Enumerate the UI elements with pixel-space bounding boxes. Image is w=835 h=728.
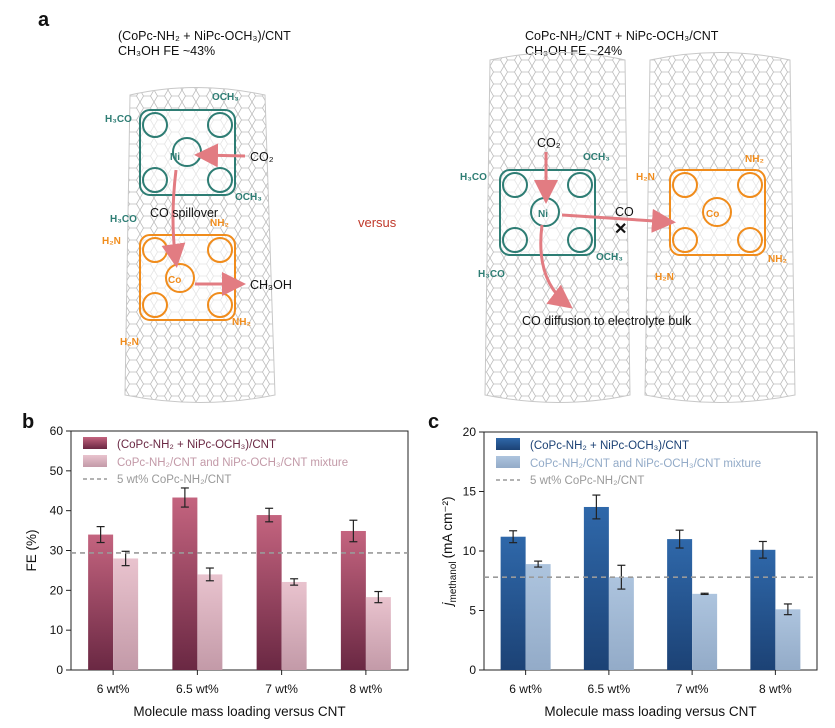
bar-mixture <box>197 574 223 670</box>
h2n-label-right: H₂N <box>636 172 655 183</box>
co2-arrow-left <box>194 143 246 168</box>
bar-hybrid <box>583 506 609 670</box>
bar-hybrid <box>172 497 198 670</box>
legend-reference-label: 5 wt% CoPc-NH₂/CNT <box>117 474 231 486</box>
nh2-label-right: NH₂ <box>745 154 764 165</box>
y-tick-label: 0 <box>469 663 476 677</box>
h3co-label-right: H₃CO <box>460 172 487 183</box>
y-axis-label: jmethanol (mA cm⁻²) <box>440 496 459 607</box>
bar-hybrid <box>88 534 114 670</box>
x-tick-label: 8 wt% <box>759 682 792 696</box>
y-tick-label: 40 <box>50 504 64 518</box>
copc-nh2-molecule-left <box>139 234 236 321</box>
co-diffusion-arrow <box>539 224 573 309</box>
nipc-och3-molecule-left <box>139 109 236 196</box>
x-axis-label: Molecule mass loading versus CNT <box>544 704 756 719</box>
x-tick-label: 8 wt% <box>350 682 383 696</box>
y-tick-label: 30 <box>50 544 64 558</box>
panel-letter-b: b <box>22 411 34 433</box>
bar-mixture <box>608 577 634 670</box>
och3-label-right-2: OCH₃ <box>596 252 623 263</box>
y-tick-label: 10 <box>50 623 64 637</box>
versus-label: versus <box>358 215 397 230</box>
ch3oh-label: CH₃OH <box>250 278 292 292</box>
y-tick-label: 50 <box>50 464 64 478</box>
y-label-j: j <box>440 602 455 608</box>
h2n-label: H₂N <box>102 236 121 247</box>
legend-label: CoPc-NH₂/CNT and NiPc-OCH₃/CNT mixture <box>530 458 761 470</box>
y-tick-label: 20 <box>50 583 64 597</box>
legend-reference-label: 5 wt% CoPc-NH₂/CNT <box>530 475 644 487</box>
bar-hybrid <box>340 530 366 670</box>
bar-mixture <box>775 609 801 670</box>
nh2-label-right-2: NH₂ <box>768 254 787 265</box>
x-tick-label: 6.5 wt% <box>588 682 631 696</box>
h2n-label-2: H₂N <box>120 337 139 348</box>
y-label-unit: (mA cm⁻²) <box>440 496 455 558</box>
left-title: (CoPc-NH₂ + NiPc-OCH₃)/CNT <box>118 29 291 43</box>
nh2-label: NH₂ <box>210 218 229 229</box>
bar-hybrid <box>256 515 282 670</box>
legend-swatch <box>496 438 520 450</box>
y-tick-label: 60 <box>50 424 64 438</box>
panel-letter-c: c <box>428 411 439 433</box>
y-tick-label: 10 <box>463 544 477 558</box>
bar-mixture <box>525 564 551 670</box>
co-blocked-arrow <box>561 208 676 233</box>
bar-hybrid <box>750 549 776 670</box>
y-label-sub: methanol <box>448 561 459 602</box>
h3co-label-2: H₃CO <box>110 214 137 225</box>
bar-mixture <box>281 581 307 670</box>
co-spillover-arrow <box>161 169 186 268</box>
legend-label: CoPc-NH₂/CNT and NiPc-OCH₃/CNT mixture <box>117 457 348 469</box>
blocked-cross-icon: ✕ <box>614 221 627 238</box>
h2n-label-right-2: H₂N <box>655 272 674 283</box>
bar-hybrid <box>500 536 526 670</box>
ni-label-right: Ni <box>538 209 548 220</box>
bar-mixture <box>692 593 718 670</box>
co-label-right: Co <box>706 209 719 220</box>
co2-label-left: CO₂ <box>250 150 274 164</box>
ni-label-left: Ni <box>170 152 180 163</box>
panel-b-chart: b 0 10 20 30 40 50 60 6 wt% 6.5 wt% 7 wt% 8 wt% (Co… <box>22 411 409 719</box>
x-tick-label: 7 wt% <box>676 682 709 696</box>
y-axis-label: FE (%) <box>24 530 39 572</box>
co2-label-right: CO₂ <box>537 136 561 150</box>
och3-label: OCH₃ <box>212 92 239 103</box>
x-tick-label: 6.5 wt% <box>176 682 219 696</box>
copc-nh2-molecule-right <box>669 169 766 256</box>
co-diffusion-label: CO diffusion to electrolyte bulk <box>522 314 692 328</box>
panel-letter-a: a <box>38 9 50 31</box>
x-tick-label: 6 wt% <box>509 682 542 696</box>
panel-a: a (CoPc-NH₂ + NiPc-OCH₃)/CNT CH₃OH FE ~4… <box>38 9 796 403</box>
legend-swatch <box>83 437 107 449</box>
y-tick-label: 0 <box>56 663 63 677</box>
nh2-label-2: NH₂ <box>232 317 251 328</box>
nipc-och3-molecule-right <box>499 169 596 256</box>
legend-label: (CoPc-NH₂ + NiPc-OCH₃)/CNT <box>117 439 276 451</box>
co-label-right: CO <box>615 205 634 219</box>
och3-label-2: OCH₃ <box>235 192 262 203</box>
h3co-label-right-2: H₃CO <box>478 269 505 280</box>
left-fe: CH₃OH FE ~43% <box>118 44 215 58</box>
bar-hybrid <box>667 539 693 670</box>
x-tick-label: 7 wt% <box>265 682 298 696</box>
y-tick-label: 15 <box>463 485 477 499</box>
y-tick-label: 20 <box>463 425 477 439</box>
legend-label: (CoPc-NH₂ + NiPc-OCH₃)/CNT <box>530 440 689 452</box>
x-tick-label: 6 wt% <box>97 682 130 696</box>
bar-mixture <box>365 597 391 670</box>
co-label-left: Co <box>168 275 181 286</box>
legend-swatch <box>496 456 520 468</box>
y-tick-label: 5 <box>469 604 476 618</box>
legend-swatch <box>83 455 107 467</box>
co-spillover-label: CO spillover <box>150 206 218 220</box>
och3-label-right: OCH₃ <box>583 152 610 163</box>
panel-c-chart: c 0 5 10 15 20 6 wt% 6.5 wt% 7 wt% 8 wt% (CoPc-NH… <box>428 411 818 719</box>
x-axis-label: Molecule mass loading versus CNT <box>133 704 345 719</box>
right-title: CoPc-NH₂/CNT + NiPc-OCH₃/CNT <box>525 29 719 43</box>
bar-mixture <box>113 558 139 670</box>
h3co-label: H₃CO <box>105 114 132 125</box>
